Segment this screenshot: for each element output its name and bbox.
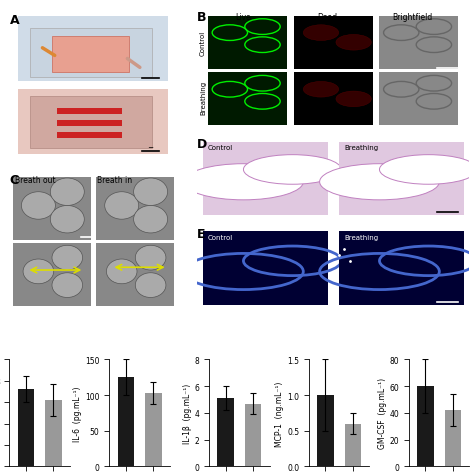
Y-axis label: IL-6  (pg.mL⁻¹): IL-6 (pg.mL⁻¹) xyxy=(73,386,82,441)
FancyBboxPatch shape xyxy=(18,17,168,82)
FancyBboxPatch shape xyxy=(13,177,91,240)
Circle shape xyxy=(105,192,139,220)
FancyBboxPatch shape xyxy=(338,232,464,306)
Circle shape xyxy=(380,155,474,185)
FancyBboxPatch shape xyxy=(13,243,91,306)
FancyBboxPatch shape xyxy=(96,243,174,306)
Bar xyxy=(118,377,134,466)
Circle shape xyxy=(134,206,168,233)
Circle shape xyxy=(50,206,84,233)
Circle shape xyxy=(303,26,338,41)
FancyBboxPatch shape xyxy=(208,17,287,69)
FancyBboxPatch shape xyxy=(18,89,168,154)
Circle shape xyxy=(106,259,137,284)
Text: Control: Control xyxy=(208,234,233,240)
Bar xyxy=(18,389,34,466)
FancyBboxPatch shape xyxy=(52,37,128,73)
Text: Dead: Dead xyxy=(318,13,338,22)
Y-axis label: GM-CSF  (pg.mL⁻¹): GM-CSF (pg.mL⁻¹) xyxy=(377,377,386,448)
FancyBboxPatch shape xyxy=(294,73,373,126)
Circle shape xyxy=(303,82,338,98)
FancyBboxPatch shape xyxy=(57,109,122,115)
Circle shape xyxy=(50,178,84,206)
Circle shape xyxy=(21,192,55,220)
Bar xyxy=(145,393,162,466)
Text: D: D xyxy=(197,138,208,151)
Circle shape xyxy=(135,246,166,270)
Text: B: B xyxy=(197,11,207,24)
Circle shape xyxy=(244,155,341,185)
Text: C: C xyxy=(9,173,18,186)
Circle shape xyxy=(52,246,82,270)
Text: Breath in: Breath in xyxy=(97,176,132,185)
Circle shape xyxy=(135,273,166,298)
Text: Control: Control xyxy=(200,30,206,56)
Text: E: E xyxy=(197,228,206,241)
Text: Live: Live xyxy=(236,13,251,22)
Circle shape xyxy=(336,92,371,108)
Y-axis label: IL-1β  (pg.mL⁻¹): IL-1β (pg.mL⁻¹) xyxy=(183,383,192,443)
Bar xyxy=(45,400,62,466)
Circle shape xyxy=(134,178,168,206)
FancyBboxPatch shape xyxy=(203,232,328,306)
Text: Breathing: Breathing xyxy=(344,234,378,240)
Text: A: A xyxy=(9,14,19,27)
Circle shape xyxy=(319,164,439,200)
Bar xyxy=(445,410,461,466)
FancyBboxPatch shape xyxy=(208,73,287,126)
Circle shape xyxy=(23,259,54,284)
FancyBboxPatch shape xyxy=(30,29,152,78)
Y-axis label: MCP-1  (ng.mL⁻¹): MCP-1 (ng.mL⁻¹) xyxy=(275,380,284,446)
FancyBboxPatch shape xyxy=(96,177,174,240)
Circle shape xyxy=(336,35,371,51)
Text: Control: Control xyxy=(208,145,233,151)
FancyBboxPatch shape xyxy=(380,73,458,126)
Bar xyxy=(218,398,234,466)
Bar xyxy=(417,387,434,466)
FancyBboxPatch shape xyxy=(203,142,328,216)
Bar xyxy=(345,424,361,466)
Text: Brightfield: Brightfield xyxy=(392,13,432,22)
Text: Breathing: Breathing xyxy=(344,145,378,151)
Text: ─: ─ xyxy=(148,145,153,151)
Circle shape xyxy=(52,273,82,298)
Bar xyxy=(317,395,334,466)
Text: Breathing: Breathing xyxy=(200,80,206,114)
Bar xyxy=(245,404,261,466)
FancyBboxPatch shape xyxy=(380,17,458,69)
FancyBboxPatch shape xyxy=(338,142,464,216)
Circle shape xyxy=(183,164,303,200)
FancyBboxPatch shape xyxy=(294,17,373,69)
FancyBboxPatch shape xyxy=(30,97,152,148)
Text: Breath out: Breath out xyxy=(15,176,55,185)
FancyBboxPatch shape xyxy=(57,121,122,127)
FancyBboxPatch shape xyxy=(57,133,122,139)
